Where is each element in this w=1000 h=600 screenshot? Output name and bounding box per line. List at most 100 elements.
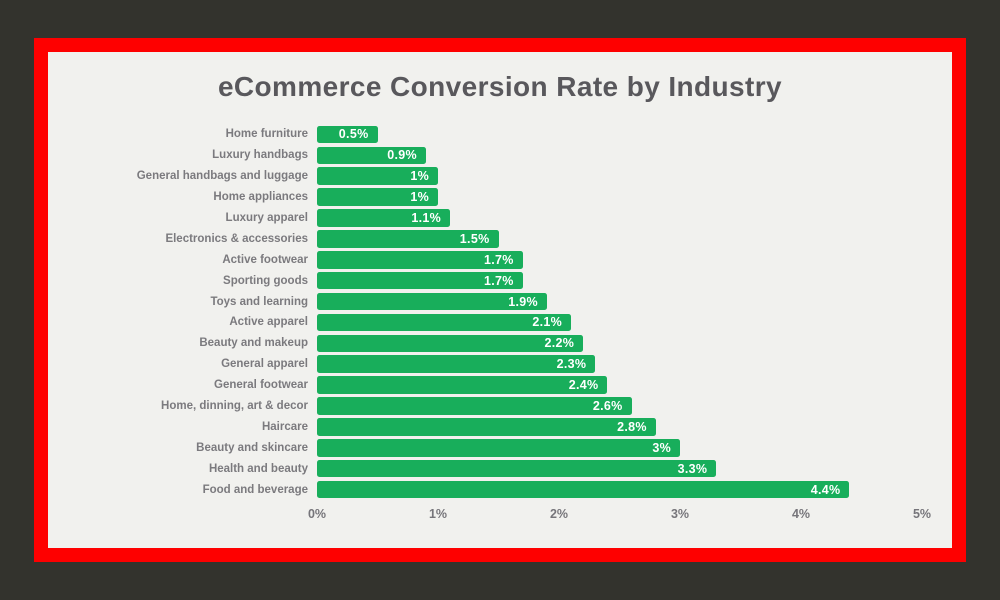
bar-track: 2.6% (317, 397, 922, 415)
bar-row: Active footwear 1.7% (48, 249, 952, 270)
bar-value-label: 2.1% (532, 315, 563, 330)
chart-title: eCommerce Conversion Rate by Industry (217, 71, 783, 102)
x-axis-tick-label: 4% (791, 507, 811, 522)
bar-rows: Home furniture 0.5% Luxury handbags 0.9% Gen… (48, 124, 952, 500)
chart-panel: eCommerce Conversion Rate by Industry Ho… (48, 52, 952, 548)
bar: 2.4% (317, 376, 608, 394)
category-label: Luxury apparel (225, 212, 308, 224)
red-border-frame: eCommerce Conversion Rate by Industry Ho… (34, 38, 966, 562)
bar-track: 1.5% (317, 230, 922, 248)
bar-row: Home furniture 0.5% (48, 124, 952, 145)
bar-chart: Home furniture 0.5% Luxury handbags 0.9% Gen… (48, 124, 952, 523)
category-label: Beauty and skincare (196, 441, 308, 454)
bar-track: 2.4% (317, 376, 922, 394)
bar: 1.7% (317, 271, 523, 290)
category-label: Beauty and makeup (199, 337, 308, 350)
bar: 1% (317, 188, 438, 206)
bar: 3.3% (317, 459, 717, 478)
bar-value-label: 2.8% (617, 419, 647, 434)
bar-track: 0.5% (317, 125, 922, 144)
bar-value-label: 3% (652, 440, 671, 455)
bar: 4.4% (317, 480, 850, 499)
bar-value-label: 2.3% (556, 357, 587, 372)
bar: 1.9% (317, 292, 547, 311)
category-label: General apparel (221, 358, 308, 371)
category-label: Sporting goods (223, 274, 308, 287)
category-label: Home furniture (225, 128, 308, 141)
bar: 2.3% (317, 355, 596, 373)
bar-track: 2.1% (317, 313, 922, 332)
bar-row: Haircare 2.8% (48, 416, 952, 437)
x-axis-tick-label: 2% (549, 507, 569, 522)
bar-track: 3.3% (317, 459, 922, 478)
bar-track: 0.9% (317, 146, 922, 165)
bar-track: 2.8% (317, 418, 922, 436)
bar-row: Food and beverage 4.4% (48, 479, 952, 500)
bar-row: Luxury handbags 0.9% (48, 145, 952, 166)
bar-track: 2.3% (317, 355, 922, 373)
category-label: Home, dinning, art & decor (161, 400, 308, 413)
bar: 2.8% (317, 418, 656, 436)
bar-value-label: 3.3% (677, 461, 708, 476)
category-label: Electronics & accessories (165, 232, 308, 245)
bar-track: 2.2% (317, 334, 922, 353)
bar-value-label: 1.9% (508, 294, 538, 309)
x-axis: 0% 1% 2% 3% 4% 5% (308, 507, 931, 523)
bar-row: General footwear 2.4% (48, 375, 952, 396)
bar-track: 1.1% (317, 209, 922, 227)
bar-value-label: 4.4% (810, 482, 841, 497)
bar-track: 1% (317, 188, 922, 206)
bar-row: Home, dinning, art & decor 2.6% (48, 396, 952, 417)
bar: 1% (317, 167, 438, 185)
category-label: Food and beverage (202, 483, 308, 496)
bar-value-label: 1.5% (459, 231, 490, 246)
bar-row: General apparel 2.3% (48, 354, 952, 375)
bar-track: 3% (317, 439, 922, 457)
bar-track: 1.9% (317, 292, 922, 311)
bar: 1.7% (317, 251, 523, 269)
bar-track: 1.7% (317, 251, 922, 269)
bar: 1.5% (317, 230, 499, 248)
bar-value-label: 1% (410, 190, 429, 205)
category-label: Haircare (261, 420, 308, 433)
bar-row: General handbags and luggage 1% (48, 166, 952, 187)
category-label: Active apparel (229, 316, 308, 329)
category-label: General footwear (214, 379, 308, 392)
bar: 0.5% (317, 125, 378, 144)
bar-row: Health and beauty 3.3% (48, 458, 952, 479)
x-axis-tick-label: 0% (307, 507, 327, 522)
bar-track: 1% (317, 167, 922, 185)
bar-value-label: 2.2% (544, 336, 575, 351)
category-label: Health and beauty (208, 462, 308, 475)
bar: 2.1% (317, 313, 572, 332)
bar-row: Sporting goods 1.7% (48, 270, 952, 291)
bar: 0.9% (317, 146, 426, 165)
bar-row: Home appliances 1% (48, 187, 952, 208)
category-label: General handbags and luggage (136, 170, 308, 183)
bar: 2.6% (317, 397, 632, 415)
bar-row: Active apparel 2.1% (48, 312, 952, 333)
category-label: Active footwear (222, 253, 308, 266)
category-label: Toys and learning (210, 295, 308, 308)
bar-value-label: 2.6% (592, 399, 623, 414)
bar-value-label: 0.9% (387, 148, 417, 163)
bar-row: Beauty and makeup 2.2% (48, 333, 952, 354)
category-label: Luxury handbags (212, 149, 308, 162)
bar-track: 4.4% (317, 480, 922, 499)
bar-value-label: 2.4% (568, 378, 599, 393)
bar-row: Electronics & accessories 1.5% (48, 228, 952, 249)
bar: 1.1% (317, 209, 451, 227)
bar-value-label: 1.7% (483, 252, 514, 267)
bar-track: 1.7% (317, 271, 922, 290)
bar-value-label: 1.7% (483, 273, 514, 288)
x-axis-tick-label: 3% (670, 507, 690, 522)
bar: 3% (317, 439, 680, 457)
bar-value-label: 0.5% (338, 127, 369, 142)
bar-row: Toys and learning 1.9% (48, 291, 952, 312)
x-axis-tick-label: 5% (912, 507, 932, 522)
bar-row: Beauty and skincare 3% (48, 437, 952, 458)
x-axis-tick-label: 1% (428, 507, 448, 522)
category-label: Home appliances (213, 191, 308, 204)
